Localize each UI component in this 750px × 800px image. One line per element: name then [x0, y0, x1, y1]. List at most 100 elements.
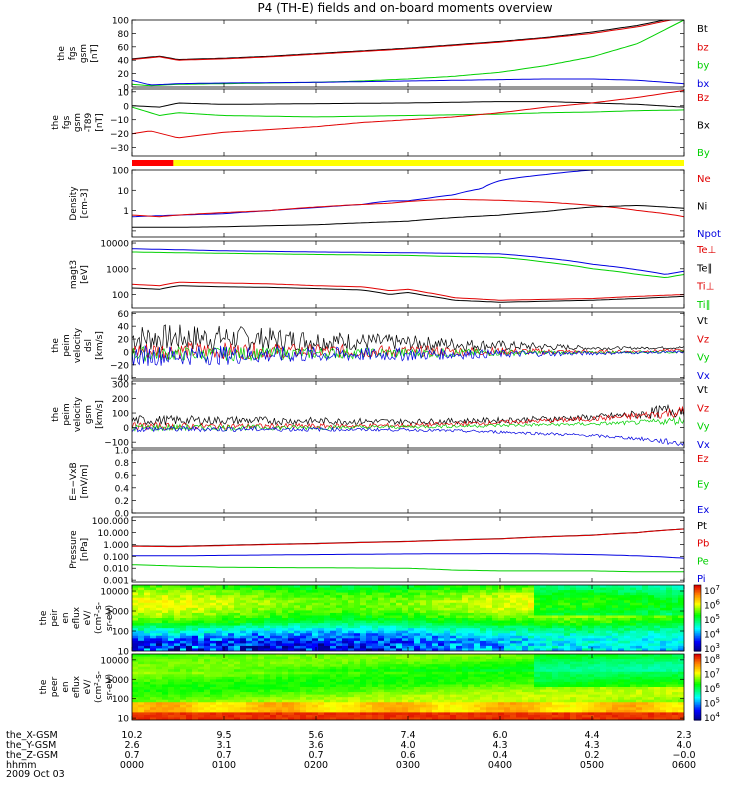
series-line — [132, 204, 684, 228]
ephemeris-value: 4.3 — [492, 740, 507, 751]
colorbar-cell — [694, 675, 701, 678]
colorbar-cell — [694, 634, 701, 637]
colorbar-cell — [694, 642, 701, 645]
y-axis-label: gsm — [73, 113, 83, 132]
y-axis-label: -T89 — [84, 113, 94, 133]
series-line — [132, 416, 684, 432]
y-tick-label: 100 — [112, 628, 129, 638]
colorbar-cell — [694, 585, 701, 588]
colorbar-cell — [694, 685, 701, 688]
legend-entry: Vy — [697, 422, 710, 433]
y-axis-label: Pressure — [69, 530, 79, 569]
y-axis-label: eflux — [72, 606, 82, 629]
ephemeris-value: 0.7 — [308, 750, 323, 761]
y-tick-label: −10 — [110, 116, 129, 126]
series-line — [132, 425, 684, 447]
legend-entry: Pe — [697, 556, 709, 567]
y-axis-label: peim — [62, 403, 72, 426]
colorbar-cell — [694, 691, 701, 695]
colorbar-cell — [694, 696, 701, 700]
y-tick-label: 80 — [118, 30, 130, 40]
y-tick-label: 1.0 — [115, 447, 130, 457]
colorbar-cell — [694, 711, 701, 714]
y-axis-label: gsm — [79, 44, 89, 63]
legend-entry: Vx — [697, 371, 710, 382]
y-axis-label: (cm²-s- — [94, 671, 104, 703]
y-axis-label: en — [61, 612, 71, 623]
colorbar-cell — [694, 677, 701, 680]
colorbar-cell — [694, 703, 701, 706]
legend-entry: by — [697, 61, 709, 72]
colorbar-cell — [694, 629, 701, 632]
y-axis-label: sr-eV) — [105, 605, 115, 631]
colorbar-cell — [694, 701, 701, 705]
y-axis-label: gsm — [84, 405, 94, 424]
colorbar-cell — [694, 613, 701, 616]
colorbar-cell — [694, 621, 701, 624]
colorbar-frame — [693, 653, 702, 721]
legend-entry: Ez — [697, 454, 709, 465]
ephemeris-value: 0200 — [304, 760, 328, 771]
ephemeris-value: 0.7 — [124, 750, 139, 761]
colorbar-cell — [694, 637, 701, 641]
colorbar-cell — [694, 631, 701, 634]
y-axis-label: peer — [50, 676, 60, 697]
colorbar-cell — [694, 644, 701, 647]
plot-frame — [131, 311, 685, 380]
y-tick-label: 0 — [123, 102, 129, 112]
colorbar-cell — [694, 626, 701, 629]
colorbar-cell — [694, 647, 701, 650]
ephemeris-value: 7.4 — [400, 730, 415, 741]
series-line — [132, 248, 684, 275]
legend-entry: Ni — [697, 202, 707, 213]
legend-entry: Bz — [697, 93, 709, 104]
ephemeris-row-label: the_Y-GSM — [6, 740, 56, 751]
y-tick-label: 1000 — [106, 608, 129, 618]
series-line — [132, 405, 684, 431]
y-tick-label: 10 — [118, 88, 130, 98]
colorbar-cell — [694, 700, 701, 703]
colorbar-cell — [694, 673, 701, 677]
y-axis-label: [cm-3] — [80, 189, 90, 219]
colorbar-cell — [694, 654, 701, 657]
y-tick-label: −30 — [110, 144, 129, 154]
y-tick-label: 10000 — [100, 656, 129, 666]
y-tick-label: 200 — [112, 395, 129, 405]
ephemeris-value: 10.2 — [121, 730, 142, 741]
series-line — [132, 564, 684, 573]
y-tick-label: 100 — [112, 410, 129, 420]
series-group — [132, 170, 684, 228]
panel-velocity_gsm: −100 0 100 200 300 the peim velocity gsm [km/s] Vt… — [51, 380, 710, 451]
plot-frame — [131, 449, 685, 514]
y-tick-label: 0 — [123, 84, 129, 94]
legend-entry: Bt — [697, 24, 708, 35]
series-line — [132, 403, 684, 426]
ephemeris-value: 4.0 — [676, 740, 691, 751]
y-tick-label: 0 — [123, 348, 129, 358]
series-line — [132, 528, 684, 547]
y-tick-label: 20 — [118, 70, 130, 80]
y-axis-label: [km/s] — [95, 331, 105, 360]
y-tick-label: 0.8 — [115, 459, 130, 469]
y-tick-label: 10 — [118, 648, 130, 658]
series-line — [132, 281, 684, 301]
colorbar-cell — [694, 646, 701, 649]
ephemeris-value: 0000 — [120, 760, 144, 771]
panel-velocity_dsl: −40 −20 0 20 40 60 the peim velocity dsl [km/s] Vt V… — [51, 310, 710, 384]
colorbar-cell — [694, 599, 701, 603]
y-axis-label: the — [39, 679, 49, 694]
ephemeris-value: 4.0 — [400, 740, 415, 751]
ephemeris-value: 0.7 — [216, 750, 231, 761]
colorbar-cell — [694, 693, 701, 696]
colorbar-cell — [694, 695, 701, 698]
y-axis-label: dsl — [84, 339, 94, 352]
colorbar-cell — [694, 611, 701, 614]
series-line — [132, 20, 684, 87]
colorbar-cell — [694, 715, 701, 718]
y-axis-label: velocity — [73, 396, 83, 432]
panel-temperature: 100 1000 10000 magt3 [eV] Te⊥ Te∥ Ti⊥ Ti∥ — [69, 240, 716, 311]
y-axis-label: [km/s] — [95, 400, 105, 429]
colorbar-cell — [694, 606, 701, 609]
